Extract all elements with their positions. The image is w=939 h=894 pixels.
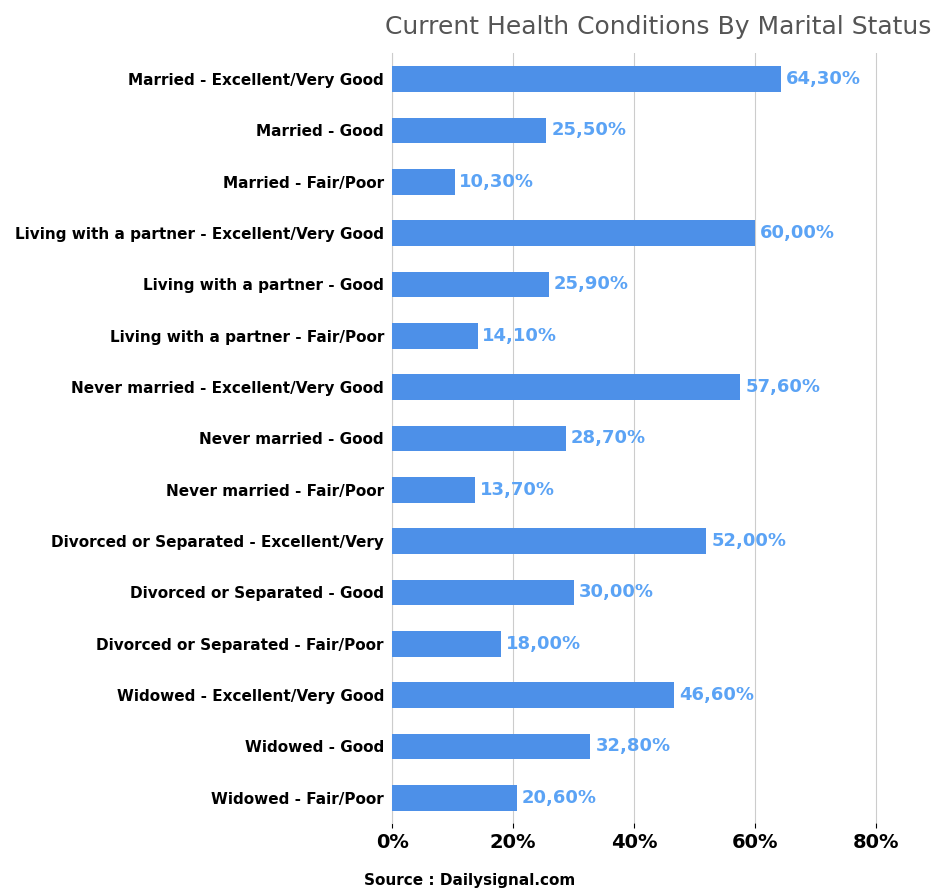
Text: 52,00%: 52,00%	[712, 532, 786, 550]
Bar	[393, 426, 565, 451]
Text: 30,00%: 30,00%	[578, 584, 654, 602]
Text: 64,30%: 64,30%	[786, 70, 861, 89]
Text: Source : Dailysignal.com: Source : Dailysignal.com	[364, 873, 575, 888]
Text: 57,60%: 57,60%	[746, 378, 820, 396]
Bar	[393, 169, 454, 195]
Text: 28,70%: 28,70%	[571, 429, 646, 448]
Title: Current Health Conditions By Marital Status: Current Health Conditions By Marital Sta…	[385, 15, 931, 39]
Text: 14,10%: 14,10%	[483, 327, 558, 345]
Text: 60,00%: 60,00%	[760, 224, 835, 242]
Bar	[393, 682, 674, 708]
Text: 32,80%: 32,80%	[595, 738, 670, 755]
Text: 25,90%: 25,90%	[554, 275, 628, 293]
Bar	[393, 375, 740, 400]
Bar	[393, 118, 546, 143]
Bar	[393, 631, 501, 656]
Bar	[393, 579, 574, 605]
Bar	[393, 66, 781, 92]
Bar	[393, 734, 591, 759]
Text: 18,00%: 18,00%	[506, 635, 581, 653]
Text: 46,60%: 46,60%	[679, 686, 754, 704]
Text: 13,70%: 13,70%	[480, 481, 555, 499]
Bar	[393, 477, 475, 502]
Bar	[393, 220, 755, 246]
Bar	[393, 272, 548, 298]
Text: 10,30%: 10,30%	[459, 173, 534, 190]
Text: 25,50%: 25,50%	[551, 122, 626, 139]
Bar	[393, 785, 516, 811]
Bar	[393, 323, 478, 349]
Text: 20,60%: 20,60%	[522, 789, 596, 806]
Bar	[393, 528, 706, 554]
